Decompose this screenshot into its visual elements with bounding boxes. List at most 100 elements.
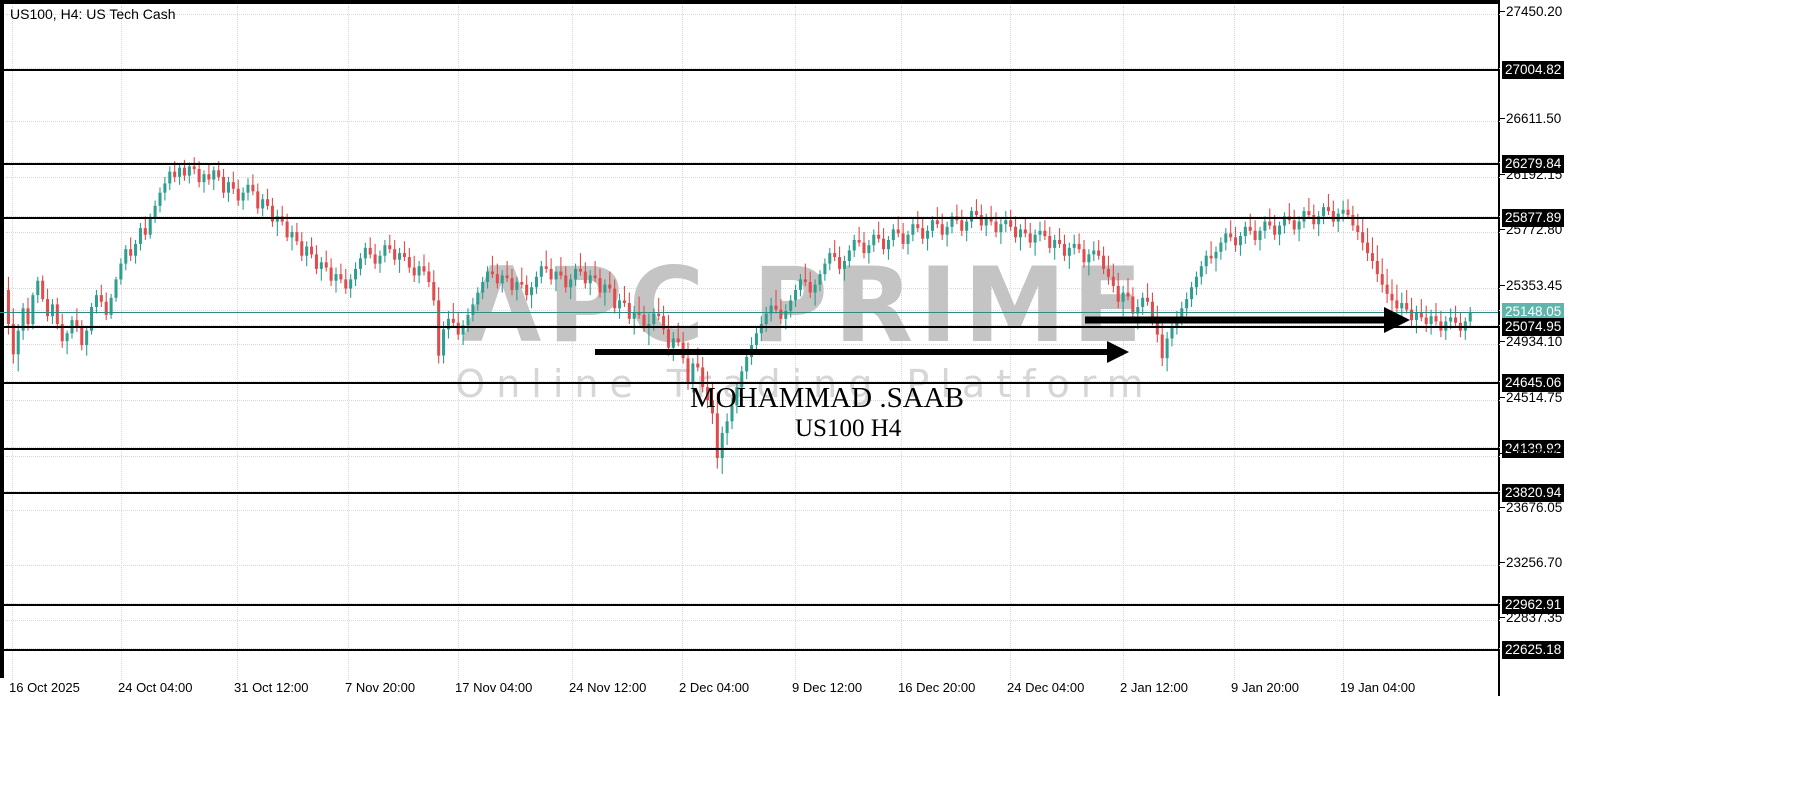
candle-body — [666, 329, 670, 348]
candle-body — [720, 433, 724, 459]
gridline-vertical — [1234, 6, 1235, 680]
candle-body — [1282, 216, 1286, 226]
candle-body — [569, 279, 573, 288]
arrow-shaft — [595, 349, 1110, 355]
candle-body — [813, 284, 817, 293]
candle-body — [339, 274, 343, 280]
price-level-line[interactable] — [0, 163, 1498, 165]
candle-body — [686, 358, 690, 382]
candle-body — [1322, 207, 1326, 217]
candle-body — [1141, 297, 1145, 307]
price-axis[interactable]: 27450.20 27004.82 26611.50 26279.84 26192.15… — [1500, 0, 1800, 696]
price-level-line[interactable] — [0, 604, 1498, 606]
upper-trend-arrow — [1085, 306, 1410, 334]
candle-body — [65, 333, 69, 342]
gridline-vertical — [1343, 6, 1344, 680]
level-price-label[interactable]: 24139.92 — [1502, 440, 1565, 458]
gridline-vertical — [237, 6, 238, 680]
candle-body — [1263, 221, 1267, 231]
candle-body — [554, 271, 558, 280]
time-tick-label: 2 Dec 04:00 — [679, 680, 750, 695]
candle-body — [285, 221, 289, 238]
candle-body — [398, 253, 402, 260]
price-level-line[interactable] — [0, 492, 1498, 494]
candle-body — [1390, 293, 1394, 301]
candle-body — [446, 318, 450, 330]
candle-body — [539, 266, 543, 277]
price-tick-label: 25353.45 — [1506, 278, 1563, 293]
candle-body — [1028, 233, 1032, 243]
price-level-line[interactable] — [0, 326, 1498, 328]
candle-body — [1434, 316, 1438, 322]
price-level-line[interactable] — [0, 448, 1498, 450]
level-price-label[interactable]: 26279.84 — [1502, 155, 1565, 173]
candle-body — [857, 239, 861, 243]
candle-body — [730, 405, 734, 422]
time-axis[interactable]: 16 Oct 2025 24 Oct 04:00 31 Oct 12:00 7 Nov… — [0, 678, 1500, 702]
candle-body — [192, 166, 196, 170]
price-level-line[interactable] — [0, 649, 1498, 651]
candle-body — [1312, 215, 1316, 225]
candle-body — [383, 245, 387, 256]
candle-body — [510, 278, 514, 290]
candle-body — [891, 229, 895, 240]
level-price-label[interactable]: 22625.18 — [1502, 641, 1565, 659]
candle-body — [1126, 292, 1130, 297]
candle-body — [1454, 317, 1458, 323]
candle-body — [55, 304, 59, 325]
level-price-label[interactable]: 27004.82 — [1502, 61, 1565, 79]
candle-body — [329, 267, 333, 281]
level-price-label[interactable]: 22962.91 — [1502, 596, 1565, 614]
candle-body — [1380, 274, 1384, 285]
candle-body — [1058, 239, 1062, 244]
candle-body — [1136, 306, 1140, 314]
candle-body — [212, 170, 216, 180]
annotation-symbol-timeframe: US100 H4 — [795, 415, 902, 442]
candle-body — [1400, 303, 1404, 309]
candle-body — [1048, 236, 1052, 248]
gridline-horizontal — [6, 14, 1502, 15]
bid-price-label[interactable]: 25148.05 — [1502, 303, 1565, 321]
chart-grid — [6, 6, 1502, 680]
candle-body — [1131, 296, 1135, 314]
price-tick-label: 27450.20 — [1506, 4, 1563, 19]
candle-body — [422, 266, 426, 272]
candle-body — [1053, 239, 1057, 248]
price-tick: 24514.75 — [1500, 391, 1562, 405]
price-tick-label: 26192.15 — [1506, 167, 1563, 182]
arrow-head — [1107, 341, 1129, 363]
candle-body — [80, 328, 84, 346]
candle-body — [627, 303, 631, 319]
candle-body — [701, 367, 705, 388]
price-level-line[interactable] — [0, 69, 1498, 71]
gridline-vertical — [458, 6, 459, 680]
candle-body — [310, 246, 314, 255]
candle-body — [999, 224, 1003, 233]
plot-area[interactable] — [2, 2, 1502, 680]
gridline-horizontal — [6, 648, 1502, 649]
price-level-line[interactable] — [0, 382, 1498, 384]
candle-body — [1214, 251, 1218, 259]
level-price-label[interactable]: 23820.94 — [1502, 484, 1565, 502]
candle-body — [1092, 250, 1096, 255]
candle-body — [21, 308, 25, 331]
candle-body — [378, 255, 382, 264]
candle-body — [324, 262, 328, 268]
candle-body — [373, 254, 377, 264]
price-level-line[interactable] — [0, 217, 1498, 219]
candle-body — [764, 313, 768, 325]
candle-body — [75, 320, 79, 329]
gridline-vertical — [572, 6, 573, 680]
candle-body — [1414, 312, 1418, 321]
level-price-label[interactable]: 25074.95 — [1502, 318, 1565, 336]
candle-body — [358, 258, 362, 269]
candle-body — [974, 211, 978, 216]
candle-body — [1043, 230, 1047, 237]
time-tick-label: 17 Nov 04:00 — [455, 680, 533, 695]
level-price-label[interactable]: 25877.89 — [1502, 209, 1565, 227]
arrow-shaft — [1085, 316, 1385, 324]
bid-price-line[interactable] — [0, 312, 1498, 313]
level-price-label[interactable]: 24645.06 — [1502, 374, 1565, 392]
candle-body — [1087, 254, 1091, 263]
